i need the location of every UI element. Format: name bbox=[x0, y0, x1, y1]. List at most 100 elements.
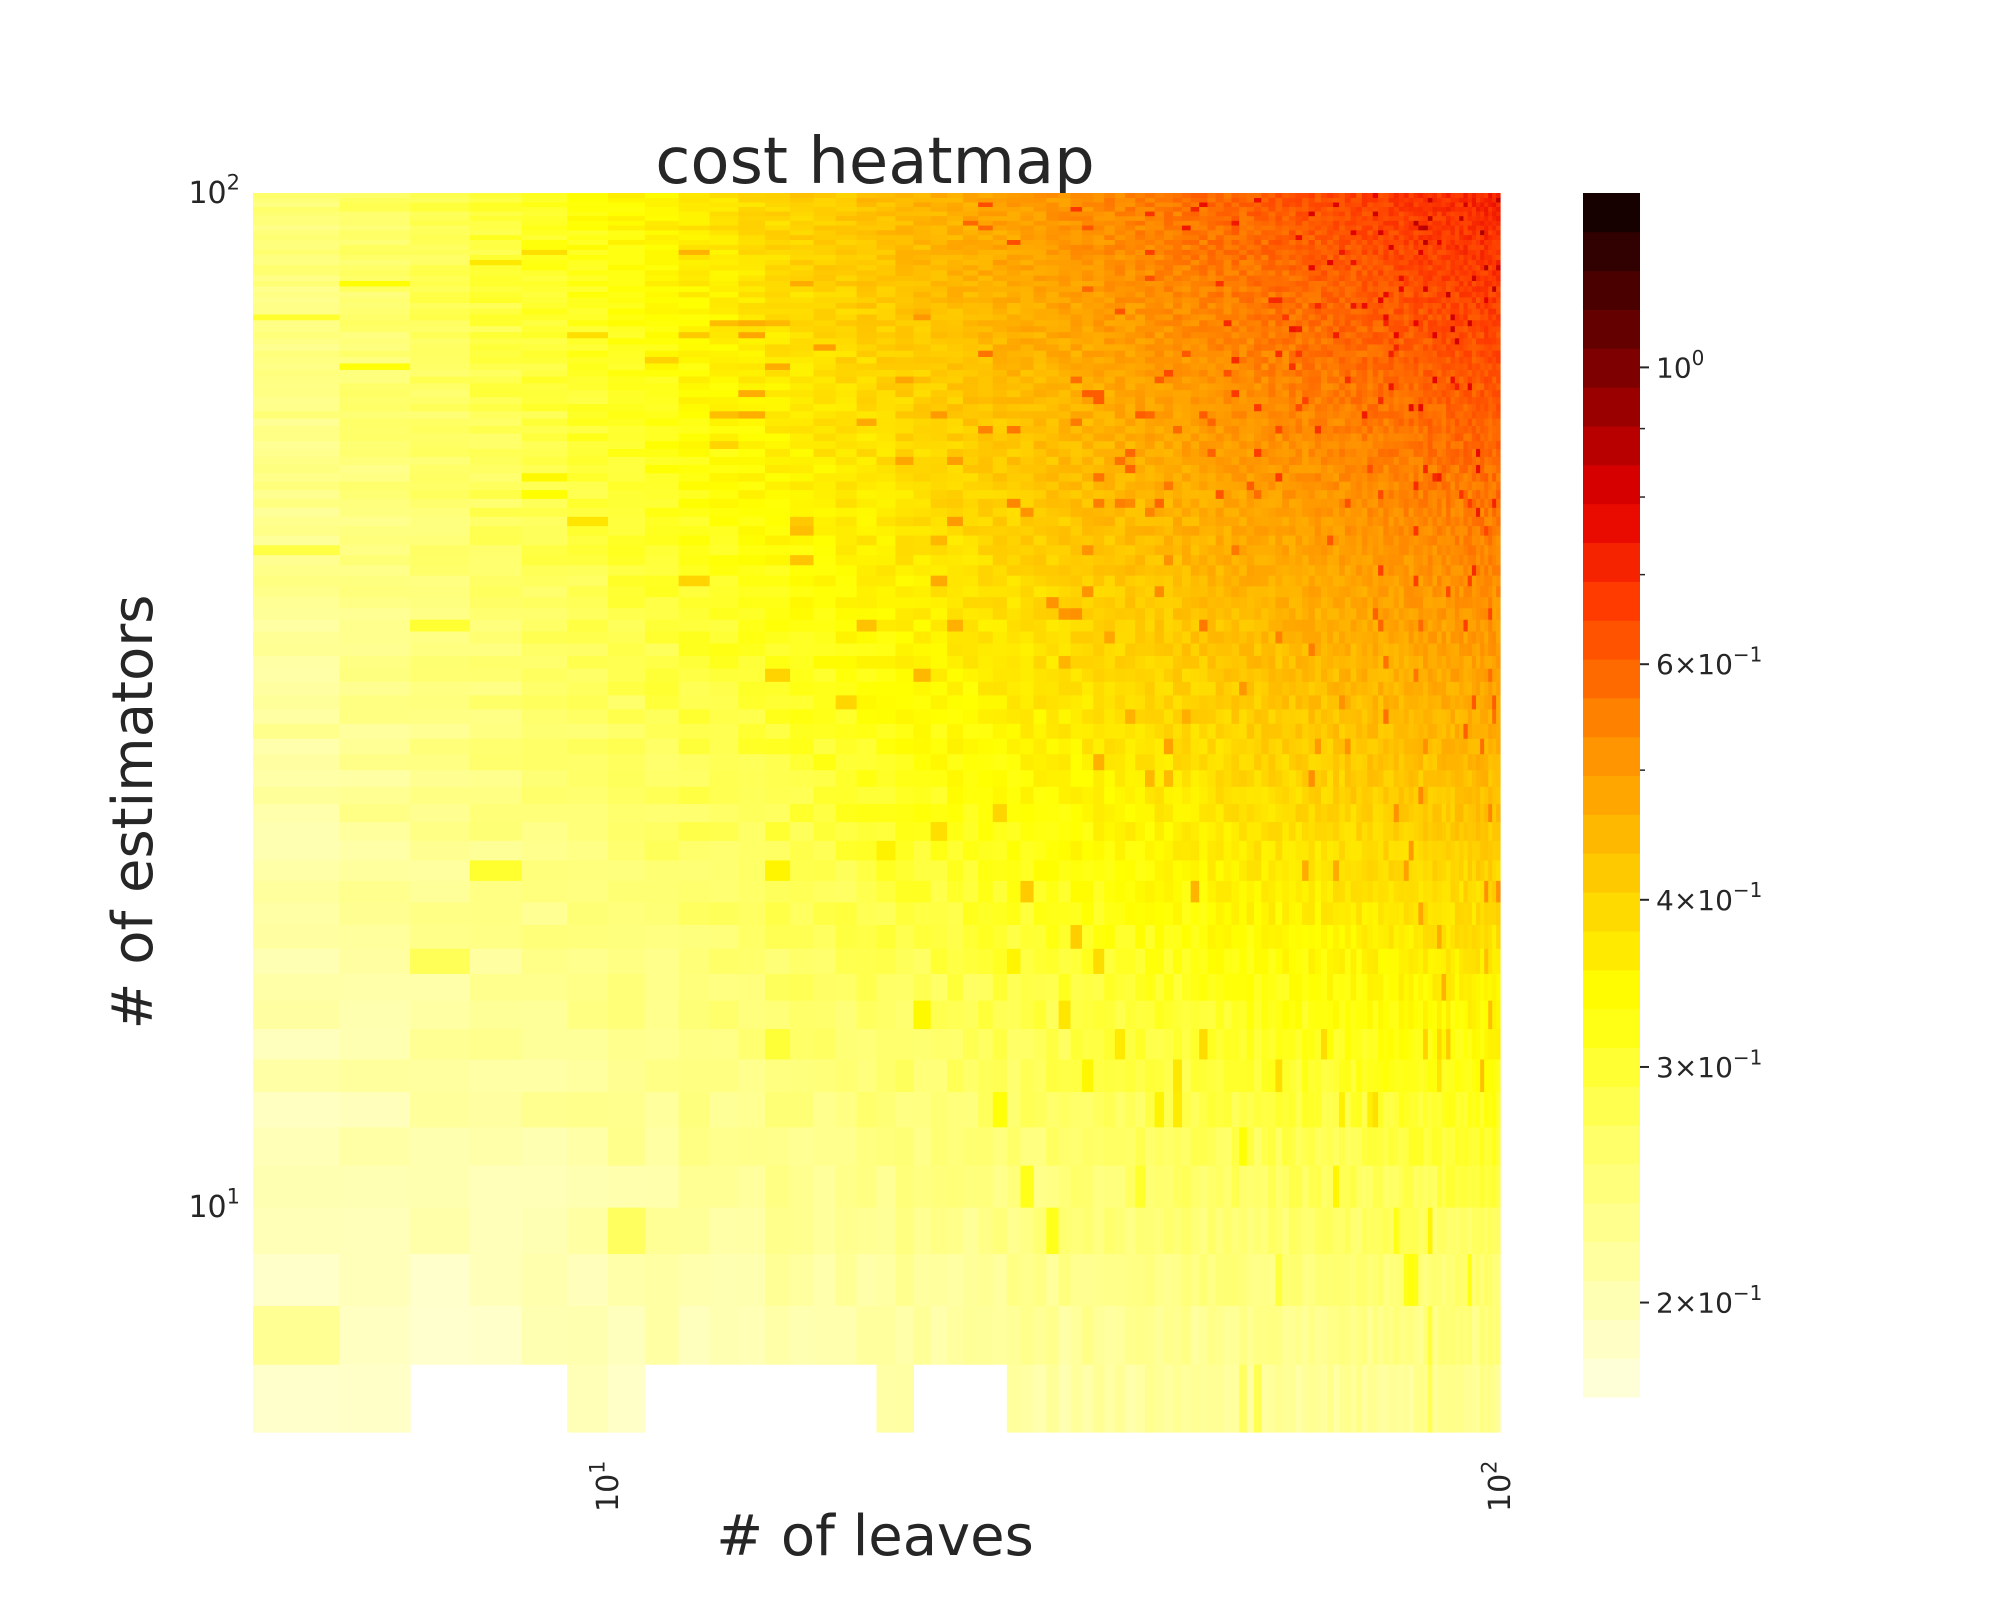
heatmap-cell bbox=[1492, 821, 1497, 841]
heatmap-cell bbox=[1104, 507, 1116, 517]
heatmap-cell bbox=[1020, 803, 1035, 823]
heatmap-cell bbox=[1383, 924, 1390, 949]
heatmap-cell bbox=[1492, 1364, 1497, 1433]
heatmap-cell bbox=[1190, 516, 1200, 527]
heatmap-cell bbox=[1207, 607, 1217, 620]
heatmap-cell bbox=[607, 596, 646, 609]
heatmap-cell bbox=[1459, 668, 1465, 682]
heatmap-cell bbox=[1173, 464, 1183, 474]
heatmap-cell bbox=[913, 681, 932, 696]
heatmap-cell bbox=[738, 464, 766, 474]
heatmap-cell bbox=[1403, 753, 1410, 771]
heatmap-cell bbox=[1344, 1165, 1352, 1208]
heatmap-cell bbox=[930, 585, 948, 598]
heatmap-cell bbox=[1327, 498, 1334, 508]
heatmap-cell bbox=[738, 738, 766, 755]
heatmap-cell bbox=[1302, 525, 1310, 536]
heatmap-cell bbox=[876, 786, 896, 805]
heatmap-cell bbox=[835, 507, 858, 517]
heatmap-cell bbox=[644, 472, 680, 482]
heatmap-cell bbox=[1476, 596, 1481, 609]
heatmap-cell bbox=[1070, 753, 1083, 771]
heatmap-cell bbox=[1437, 1000, 1443, 1030]
heatmap-cell bbox=[1467, 723, 1473, 739]
heatmap-cell bbox=[1418, 544, 1424, 556]
heatmap-cell bbox=[1413, 585, 1419, 598]
heatmap-cell bbox=[1145, 464, 1156, 474]
heatmap-cell bbox=[1321, 585, 1328, 598]
heatmap-cell bbox=[1199, 432, 1209, 442]
heatmap-cell bbox=[835, 596, 858, 609]
heatmap-cell bbox=[1344, 619, 1352, 632]
heatmap-cell bbox=[1367, 948, 1374, 974]
heatmap-cell bbox=[1246, 1207, 1255, 1255]
heatmap-cell bbox=[1393, 1165, 1400, 1208]
heatmap-cell bbox=[1383, 534, 1390, 546]
heatmap-cell bbox=[521, 738, 568, 755]
heatmap-cell bbox=[1476, 821, 1481, 841]
heatmap-cell bbox=[1282, 708, 1290, 724]
heatmap-cell bbox=[1006, 723, 1022, 739]
heatmap-cell bbox=[1378, 821, 1384, 841]
heatmap-cell bbox=[962, 1028, 979, 1060]
heatmap-cell bbox=[1437, 738, 1443, 755]
heatmap-cell bbox=[1282, 655, 1290, 669]
heatmap-cell bbox=[644, 948, 680, 974]
heatmap-cell bbox=[790, 708, 815, 724]
heatmap-cell bbox=[1488, 472, 1493, 482]
heatmap-cell bbox=[765, 1305, 791, 1365]
heatmap-cell bbox=[992, 607, 1008, 620]
heatmap-cell bbox=[1268, 596, 1276, 609]
heatmap-cell bbox=[1450, 554, 1456, 566]
heatmap-cell bbox=[1361, 472, 1368, 482]
heatmap-cell bbox=[1246, 619, 1255, 632]
heatmap-cell bbox=[1246, 948, 1255, 974]
heatmap-cell bbox=[607, 694, 646, 710]
heatmap-cell bbox=[1268, 1207, 1276, 1255]
heatmap-cell bbox=[1058, 507, 1072, 517]
heatmap-cell bbox=[1339, 1364, 1346, 1433]
heatmap-cell bbox=[567, 1305, 609, 1365]
heatmap-cell bbox=[765, 525, 791, 536]
heatmap-cell bbox=[1135, 534, 1146, 546]
heatmap-cell bbox=[1282, 859, 1290, 881]
heatmap-cell bbox=[678, 681, 711, 696]
heatmap-cell bbox=[1104, 1207, 1116, 1255]
heatmap-cell bbox=[1145, 432, 1156, 442]
heatmap-cell bbox=[1135, 1207, 1146, 1255]
heatmap-cell bbox=[1418, 901, 1424, 925]
heatmap-cell bbox=[1488, 723, 1493, 739]
heatmap-cell bbox=[1295, 472, 1303, 482]
heatmap-cell bbox=[1125, 1364, 1136, 1433]
heatmap-cell bbox=[1125, 1165, 1136, 1208]
heatmap-cell bbox=[1046, 786, 1060, 805]
heatmap-cell bbox=[1302, 564, 1310, 576]
heatmap-cell bbox=[1463, 607, 1469, 620]
heatmap-cell bbox=[1393, 575, 1400, 587]
heatmap-cell bbox=[1199, 498, 1209, 508]
heatmap-cell bbox=[1070, 607, 1083, 620]
heatmap-cell bbox=[1403, 840, 1410, 861]
heatmap-cell bbox=[1398, 525, 1405, 536]
heatmap-cell bbox=[1104, 753, 1116, 771]
heatmap-cell bbox=[410, 901, 471, 925]
heatmap-cell bbox=[1006, 489, 1022, 499]
heatmap-cell bbox=[1093, 840, 1105, 861]
heatmap-cell bbox=[790, 1253, 815, 1306]
heatmap-cell bbox=[1163, 480, 1174, 491]
heatmap-cell bbox=[1344, 681, 1352, 696]
heatmap-cell bbox=[1446, 1165, 1452, 1208]
heatmap-cell bbox=[1327, 901, 1334, 925]
heatmap-cell bbox=[1314, 880, 1322, 903]
heatmap-cell bbox=[947, 1028, 964, 1060]
heatmap-cell bbox=[1333, 723, 1340, 739]
heatmap-cell bbox=[1446, 973, 1452, 1001]
heatmap-cell bbox=[678, 840, 711, 861]
heatmap-cell bbox=[1261, 821, 1269, 841]
heatmap-cell bbox=[1190, 564, 1200, 576]
heatmap-cell bbox=[1327, 575, 1334, 587]
heatmap-cell bbox=[835, 642, 858, 656]
heatmap-cell bbox=[930, 472, 948, 482]
heatmap-cell bbox=[1181, 498, 1192, 508]
heatmap-cell bbox=[1125, 803, 1136, 823]
